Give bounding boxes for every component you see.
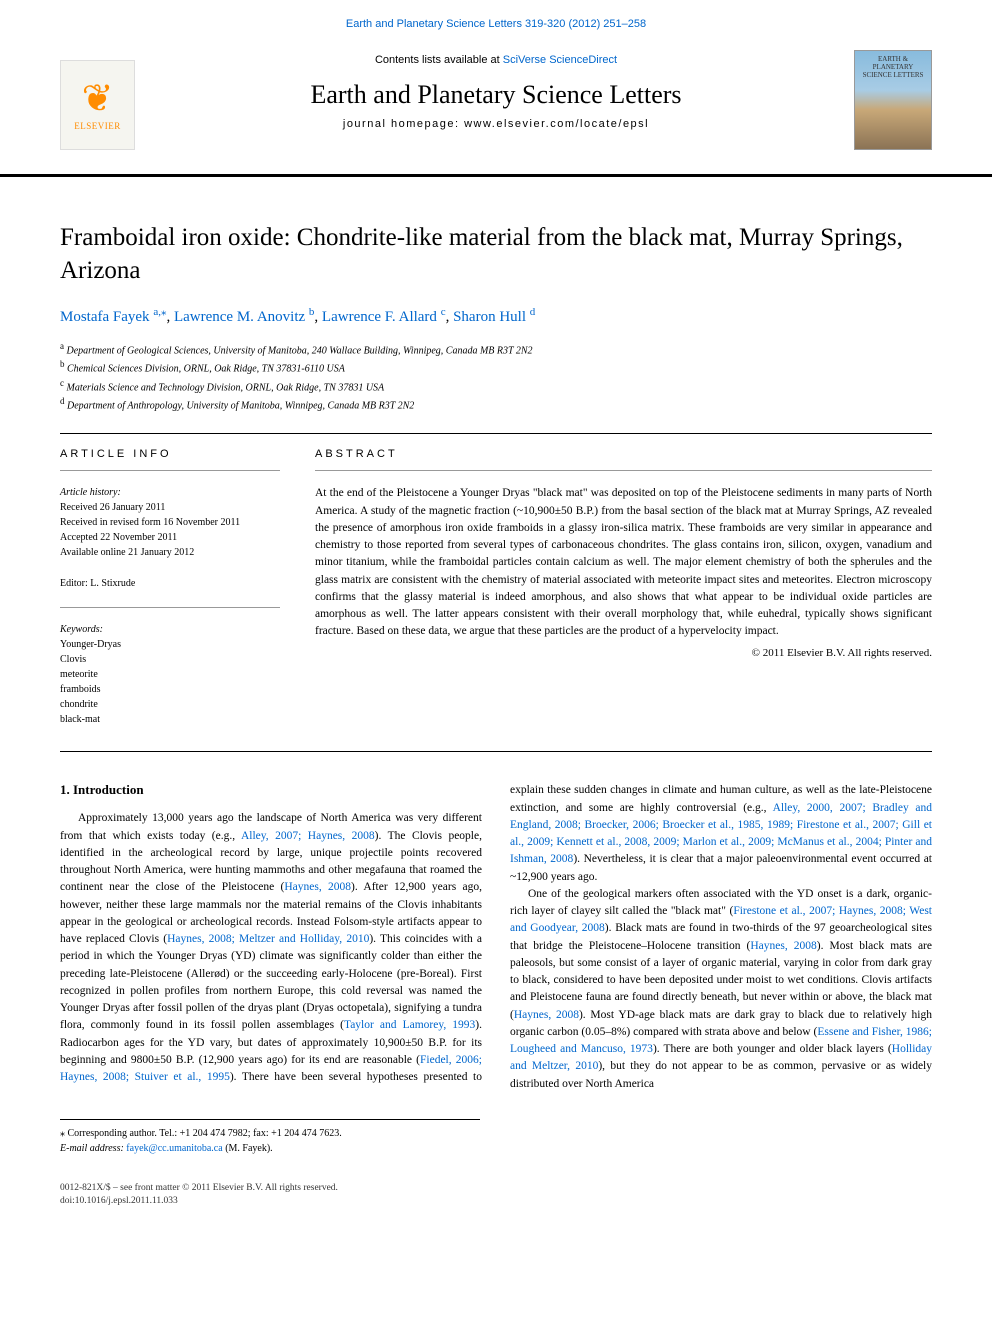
footnotes: ⁎ Corresponding author. Tel.: +1 204 474… — [60, 1119, 480, 1156]
article-title: Framboidal iron oxide: Chondrite-like ma… — [60, 222, 932, 287]
citation-link[interactable]: Haynes, 2008 — [514, 1009, 579, 1021]
volume-link[interactable]: Earth and Planetary Science Letters 319-… — [346, 18, 646, 30]
sciverse-link[interactable]: SciVerse ScienceDirect — [503, 54, 617, 66]
homepage-line: journal homepage: www.elsevier.com/locat… — [60, 118, 932, 130]
keywords-label: Keywords: — [60, 622, 280, 637]
author-link[interactable]: Lawrence F. Allard — [322, 309, 437, 325]
affiliation-row: d Department of Anthropology, University… — [60, 395, 932, 413]
keyword: Clovis — [60, 652, 280, 667]
author-sup: c — [441, 306, 446, 318]
abstract-copyright: © 2011 Elsevier B.V. All rights reserved… — [315, 647, 932, 659]
citation-link[interactable]: Alley, 2007; Haynes, 2008 — [241, 830, 375, 842]
divider — [60, 751, 932, 752]
author-sup: a,⁎ — [153, 306, 166, 318]
citation-link[interactable]: Taylor and Lamorey, 1993 — [344, 1019, 475, 1031]
affiliation-row: c Materials Science and Technology Divis… — [60, 377, 932, 395]
abstract-text: At the end of the Pleistocene a Younger … — [315, 485, 932, 640]
keyword: chondrite — [60, 697, 280, 712]
keyword: framboids — [60, 682, 280, 697]
author-link[interactable]: Lawrence M. Anovitz — [174, 309, 305, 325]
journal-banner: ❦ ELSEVIER EARTH & PLANETARY SCIENCE LET… — [0, 42, 992, 177]
history-item: Received 26 January 2011 — [60, 500, 280, 515]
email-link[interactable]: fayek@cc.umanitoba.ca — [126, 1143, 222, 1154]
affiliation-row: a Department of Geological Sciences, Uni… — [60, 340, 932, 358]
author-link[interactable]: Mostafa Fayek — [60, 309, 150, 325]
history-item: Accepted 22 November 2011 — [60, 530, 280, 545]
body-paragraph: One of the geological markers often asso… — [510, 886, 932, 1093]
journal-title: Earth and Planetary Science Letters — [60, 80, 932, 110]
email-line: E-mail address: fayek@cc.umanitoba.ca (M… — [60, 1141, 480, 1156]
elsevier-tree-icon: ❦ — [82, 80, 114, 118]
section-heading: 1. Introduction — [60, 782, 482, 798]
history-label: Article history: — [60, 485, 280, 500]
footer-meta: 0012-821X/$ – see front matter © 2011 El… — [60, 1182, 932, 1209]
contents-line: Contents lists available at SciVerse Sci… — [60, 54, 932, 66]
author-sup: d — [530, 306, 536, 318]
keywords-block: Keywords: Younger-Dryas Clovis meteorite… — [60, 622, 280, 727]
corresponding-marker[interactable]: ⁎ — [161, 306, 167, 318]
journal-cover-icon: EARTH & PLANETARY SCIENCE LETTERS — [854, 50, 932, 150]
abstract-heading: ABSTRACT — [315, 448, 932, 460]
corresponding-author-note: ⁎ Corresponding author. Tel.: +1 204 474… — [60, 1126, 480, 1141]
keyword: meteorite — [60, 667, 280, 682]
article-info-heading: ARTICLE INFO — [60, 448, 280, 460]
keyword: black-mat — [60, 712, 280, 727]
affiliation-row: b Chemical Sciences Division, ORNL, Oak … — [60, 358, 932, 376]
affiliations: a Department of Geological Sciences, Uni… — [60, 340, 932, 413]
divider — [315, 470, 932, 471]
elsevier-name: ELSEVIER — [74, 121, 121, 131]
history-item: Received in revised form 16 November 201… — [60, 515, 280, 530]
journal-logo-text: EARTH & PLANETARY SCIENCE LETTERS — [859, 55, 927, 79]
author-sup: b — [309, 306, 315, 318]
divider — [60, 433, 932, 434]
author-link[interactable]: Sharon Hull — [453, 309, 526, 325]
divider — [60, 607, 280, 608]
editor: Editor: L. Stixrude — [60, 576, 280, 591]
citation-link[interactable]: Haynes, 2008; Meltzer and Holliday, 2010 — [167, 933, 369, 945]
history-item: Available online 21 January 2012 — [60, 545, 280, 560]
keyword: Younger-Dryas — [60, 637, 280, 652]
issn-line: 0012-821X/$ – see front matter © 2011 El… — [60, 1182, 932, 1195]
doi-line: doi:10.1016/j.epsl.2011.11.033 — [60, 1195, 932, 1208]
article-history: Article history: Received 26 January 201… — [60, 485, 280, 560]
header-top-link: Earth and Planetary Science Letters 319-… — [0, 0, 992, 42]
citation-link[interactable]: Haynes, 2008 — [284, 881, 351, 893]
authors-line: Mostafa Fayek a,⁎, Lawrence M. Anovitz b… — [60, 305, 932, 326]
elsevier-logo: ❦ ELSEVIER — [60, 60, 135, 150]
citation-link[interactable]: Haynes, 2008 — [750, 940, 816, 952]
divider — [60, 470, 280, 471]
